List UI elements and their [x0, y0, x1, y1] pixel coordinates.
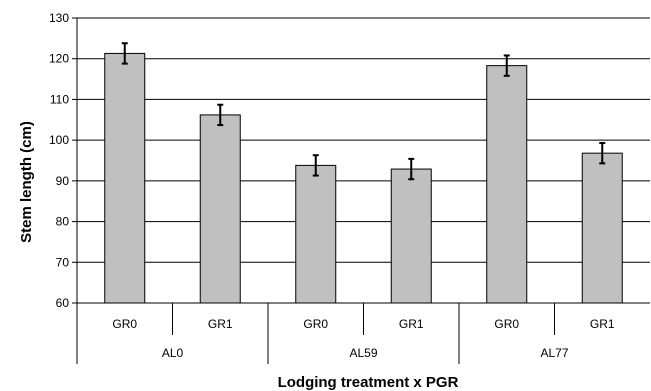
y-tick-label: 60	[56, 296, 70, 310]
bar	[295, 164, 337, 304]
error-bars	[121, 42, 606, 181]
x-category-label: GR1	[590, 317, 615, 331]
x-category-label: GR0	[303, 317, 328, 331]
x-group-label: AL59	[349, 346, 377, 360]
x-axis-title: Lodging treatment x PGR	[278, 374, 459, 391]
x-group-label: AL0	[162, 346, 184, 360]
bar	[486, 65, 528, 304]
y-tick-label: 120	[49, 52, 69, 66]
bars	[104, 52, 623, 304]
x-category-label: GR1	[208, 317, 233, 331]
x-category-label: GR0	[494, 317, 519, 331]
x-category-label: GR0	[112, 317, 137, 331]
bar	[199, 114, 241, 304]
bar	[104, 52, 146, 304]
y-tick-label: 70	[56, 255, 70, 269]
y-tick-label: 80	[56, 215, 70, 229]
x-group-labels: AL0 AL59 AL77	[162, 346, 569, 360]
y-axis-title: Stem length (cm)	[18, 121, 35, 243]
y-tick-labels: 60 70 80 90 100 110 120 130	[49, 11, 69, 310]
y-tick-label: 130	[49, 11, 69, 25]
x-group-label: AL77	[540, 346, 568, 360]
y-tick-label: 110	[50, 92, 69, 106]
bar	[581, 152, 623, 304]
y-tick-label: 100	[49, 133, 69, 147]
y-tick-label: 90	[56, 174, 70, 188]
axes	[72, 17, 650, 364]
grid-lines	[77, 17, 650, 304]
x-category-labels: GR0 GR1 GR0 GR1 GR0 GR1	[112, 317, 615, 331]
x-category-label: GR1	[399, 317, 424, 331]
bar	[390, 168, 432, 304]
